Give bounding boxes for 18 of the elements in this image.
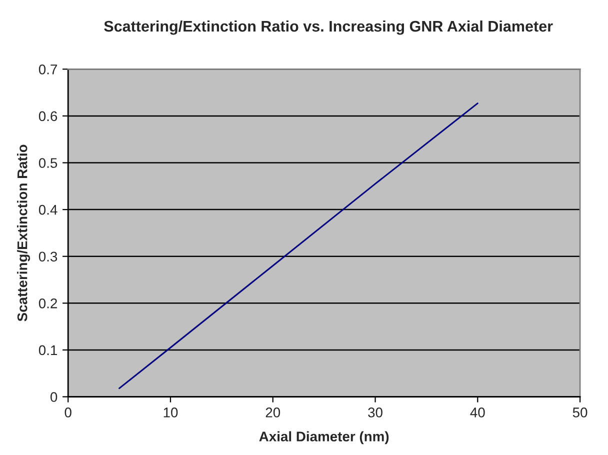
x-tick-label: 20: [266, 408, 280, 418]
x-tick-label: 30: [368, 408, 382, 418]
chart-title: Scattering/Extinction Ratio vs. Increasing GNR Axial Diameter: [104, 20, 553, 35]
y-tick-label: 0.6: [38, 111, 58, 122]
y-tick-label: 0.4: [38, 204, 58, 215]
x-tick-label: 10: [164, 408, 178, 418]
x-tick-label: 40: [470, 408, 485, 418]
x-tick-label: 50: [572, 408, 588, 418]
y-axis-title: Scattering/Extinction Ratio: [17, 144, 30, 322]
y-tick-label: 0.3: [38, 252, 58, 262]
y-tick-label: 0.1: [38, 345, 58, 356]
x-axis-title: Axial Diameter (nm): [259, 431, 389, 444]
y-tick-label: 0.7: [38, 64, 57, 74]
y-tick-label: 0.5: [38, 158, 58, 168]
y-tick-label: 0.2: [38, 298, 57, 308]
line-series: [118, 102, 478, 390]
y-tick-label: 0: [50, 392, 58, 402]
x-tick-label: 0: [64, 408, 72, 418]
